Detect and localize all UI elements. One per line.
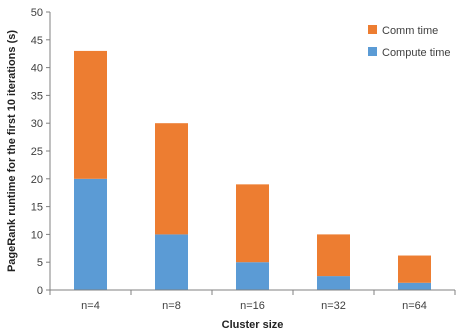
bar-compute-time [398, 282, 431, 290]
y-tick-label: 35 [31, 90, 43, 102]
bar-compute-time [317, 276, 350, 290]
bar-compute-time [155, 234, 188, 290]
bars-group [74, 50, 431, 290]
bar-comm-time [74, 50, 107, 179]
legend-label: Comm time [382, 25, 438, 37]
y-tick-label: 15 [31, 202, 43, 214]
x-tick-label: n=64 [402, 300, 427, 312]
x-tick-labels: n=4 n=8 n=16 n=32 n=64 [49, 290, 456, 312]
legend-swatch [368, 25, 377, 34]
y-tick-label: 0 [37, 285, 43, 297]
bar-compute-time [236, 262, 269, 290]
y-tick-label: 50 [31, 7, 43, 19]
x-tick-label: n=16 [240, 300, 265, 312]
x-tick-label: n=32 [321, 300, 346, 312]
y-tick-label: 30 [31, 118, 43, 130]
bar-comm-time [155, 123, 188, 235]
y-tick-labels: 0 5 10 15 20 25 30 35 40 45 50 [31, 7, 50, 297]
y-tick-label: 40 [31, 63, 43, 75]
y-tick-label: 10 [31, 229, 43, 241]
legend: Comm time Compute time [368, 25, 450, 59]
x-axis-title: Cluster size [222, 319, 284, 331]
x-tick-label: n=4 [81, 300, 100, 312]
bar-comm-time [317, 234, 350, 277]
y-tick-label: 20 [31, 174, 43, 186]
bar-comm-time [398, 255, 431, 283]
legend-swatch [368, 47, 377, 56]
bar-compute-time [74, 178, 107, 290]
y-axis-title: PageRank runtime for the first 10 iterat… [6, 30, 18, 272]
legend-label: Compute time [382, 47, 450, 59]
y-tick-label: 25 [31, 146, 43, 158]
y-tick-label: 45 [31, 35, 43, 47]
y-tick-label: 5 [37, 257, 43, 269]
bar-comm-time [236, 184, 269, 263]
x-tick-label: n=8 [162, 300, 181, 312]
